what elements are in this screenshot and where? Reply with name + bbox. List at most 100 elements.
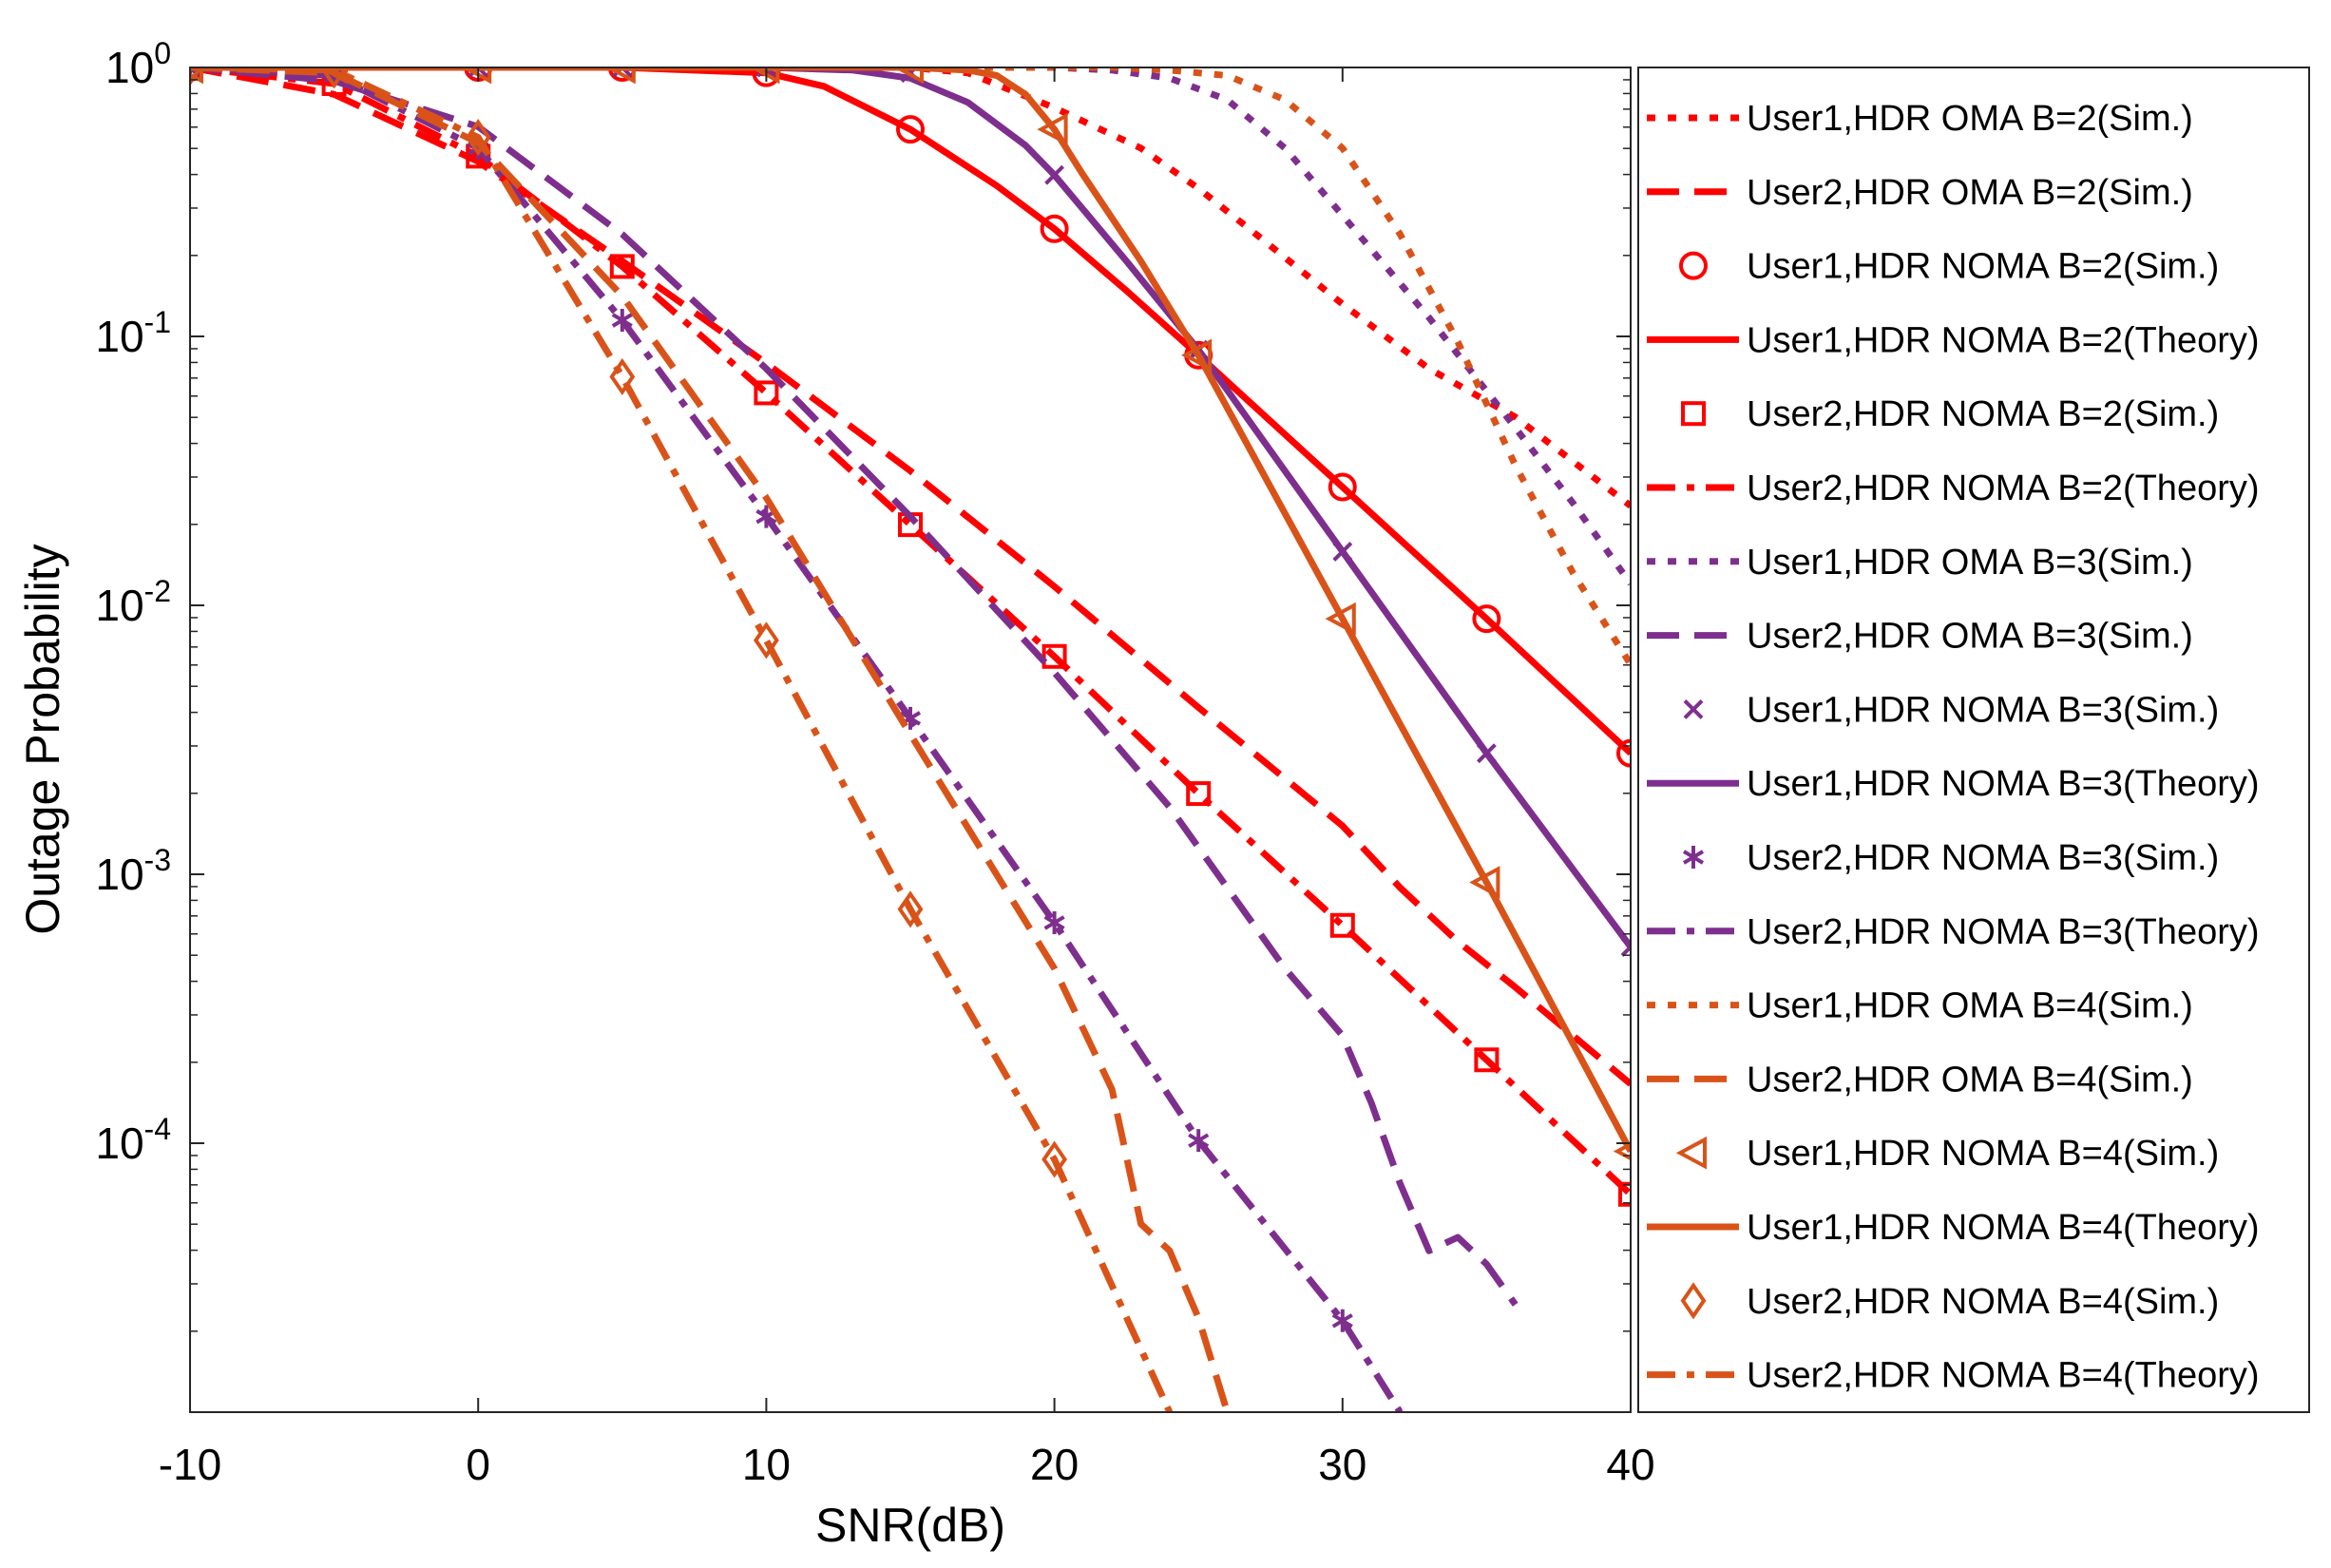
series-user1-hdr-noma-b-2-theory [190,67,1631,756]
series-marker [609,357,636,395]
series-line [190,67,1519,1307]
plot-frame [189,67,1632,1413]
legend-label: User2,HDR NOMA B=2(Sim.) [1747,394,2219,434]
legend-entry-user1-hdr-noma-b-4-sim: User1,HDR NOMA B=4(Sim.) [1675,1134,2219,1174]
series-user1-hdr-oma-b-4-sim [190,67,1631,667]
series-line [190,67,1631,1087]
series-marker [1616,738,1631,768]
series-user2-hdr-noma-b-3-theory [190,67,1404,1412]
series-line [190,67,1231,1412]
series-marker [892,67,924,85]
legend-entry-user1-hdr-noma-b-3-theory: User1,HDR NOMA B=3(Theory) [1647,764,2260,804]
legend-label: User2,HDR NOMA B=3(Sim.) [1747,838,2219,878]
series-user2-hdr-noma-b-4-sim [190,67,1068,1178]
legend-label: User1,HDR NOMA B=3(Theory) [1747,764,2260,804]
series-marker [316,67,348,85]
series-line [190,67,1631,1197]
legend-label: User2,HDR NOMA B=2(Theory) [1747,468,2260,508]
series-user2-hdr-oma-b-3-sim [190,67,1519,1307]
legend-label: User1,HDR NOMA B=2(Sim.) [1747,247,2219,287]
x-tick-label: -10 [159,1440,221,1489]
series-user2-hdr-oma-b-2-sim [190,67,1631,1087]
legend-entry-user2-hdr-noma-b-4-theory: User2,HDR NOMA B=4(Theory) [1647,1356,2260,1396]
series-marker [754,380,779,406]
legend-marker-sample [1682,846,1705,869]
series-marker [1331,1309,1353,1332]
legend-label: User2,HDR OMA B=3(Sim.) [1747,617,2193,657]
series-line [190,67,1631,756]
series-marker [753,621,779,660]
legend-marker-sample [1680,1282,1707,1320]
x-axis-label: SNR(dB) [815,1499,1005,1552]
series-marker [1328,472,1357,502]
x-tick-label: 20 [1030,1440,1079,1489]
x-tick-label: 10 [742,1440,791,1489]
series-user1-hdr-noma-b-4-theory [190,67,1631,1154]
y-tick-label: 100 [105,36,171,92]
legend-label: User2,HDR OMA B=4(Sim.) [1747,1060,2193,1100]
x-tick-label: 40 [1606,1440,1654,1489]
legend-entry-user1-hdr-oma-b-3-sim: User1,HDR OMA B=3(Sim.) [1647,543,2193,583]
legend-label: User2,HDR OMA B=2(Sim.) [1747,173,2193,213]
axis-ticks: -10 0 10 20 30 40 100 10-1 10-2 10-3 10-4 [95,36,1654,1489]
series-marker [1474,1047,1500,1073]
legend-label: User1,HDR NOMA B=4(Sim.) [1747,1134,2219,1174]
legend-entry-user2-hdr-noma-b-3-theory: User2,HDR NOMA B=3(Theory) [1647,912,2260,952]
series-marker [1618,1181,1631,1207]
y-tick-label: 10-1 [95,305,171,361]
legend-entry-user2-hdr-oma-b-2-sim: User2,HDR OMA B=2(Sim.) [1647,173,2193,213]
series-marker [604,67,636,85]
legend-entry-user2-hdr-noma-b-2-sim: User2,HDR NOMA B=2(Sim.) [1681,394,2219,434]
legend-entry-user2-hdr-noma-b-3-sim: User2,HDR NOMA B=3(Sim.) [1682,838,2219,878]
series-layer [190,67,1631,1412]
series-marker [1472,604,1501,634]
x-tick-label: 30 [1318,1440,1366,1489]
y-tick-label: 10-4 [95,1112,171,1168]
series-user2-hdr-noma-b-2-theory [190,67,1631,1197]
series-marker [609,254,635,279]
series-marker [1041,1140,1068,1178]
y-tick-label: 10-3 [95,843,171,899]
y-tick-label: 10-2 [95,574,171,630]
legend-entry-user1-hdr-noma-b-2-sim: User1,HDR NOMA B=2(Sim.) [1679,247,2219,287]
legend: User1,HDR OMA B=2(Sim.) User2,HDR OMA B=2… [1647,99,2260,1396]
legend-label: User1,HDR NOMA B=3(Sim.) [1747,690,2219,730]
legend-label: User1,HDR NOMA B=4(Theory) [1747,1208,2260,1248]
series-line [190,67,1631,1154]
legend-entry-user1-hdr-noma-b-3-sim: User1,HDR NOMA B=3(Sim.) [1683,690,2219,730]
x-tick-label: 0 [466,1440,490,1489]
series-user2-hdr-oma-b-4-sim [190,67,1231,1412]
legend-label: User1,HDR OMA B=3(Sim.) [1747,543,2193,583]
legend-entry-user2-hdr-noma-b-4-sim: User2,HDR NOMA B=4(Sim.) [1680,1282,2219,1322]
legend-entry-user2-hdr-oma-b-4-sim: User2,HDR OMA B=4(Sim.) [1647,1060,2193,1100]
series-line [190,67,1174,1412]
legend-entry-user1-hdr-noma-b-4-theory: User1,HDR NOMA B=4(Theory) [1647,1208,2260,1248]
legend-marker-sample [1675,1136,1707,1170]
legend-entry-user2-hdr-noma-b-2-theory: User2,HDR NOMA B=2(Theory) [1647,468,2260,508]
series-line [190,67,1404,1412]
series-marker [1040,214,1069,243]
series-marker [1186,781,1212,807]
series-marker [897,890,924,928]
legend-label: User2,HDR NOMA B=4(Sim.) [1747,1282,2219,1322]
legend-box [1637,67,2310,1413]
series-user2-hdr-noma-b-4-theory [190,67,1174,1412]
series-line [190,67,1631,667]
legend-label: User2,HDR NOMA B=4(Theory) [1747,1356,2260,1396]
series-marker [321,67,348,89]
series-marker [607,67,637,82]
legend-marker-sample [1683,698,1704,719]
legend-entry-user2-hdr-oma-b-3-sim: User2,HDR OMA B=3(Sim.) [1647,617,2193,657]
series-marker [1037,112,1068,146]
legend-entry-user1-hdr-oma-b-2-sim: User1,HDR OMA B=2(Sim.) [1647,99,2193,139]
series-marker [896,115,925,144]
legend-marker-sample [1681,401,1706,427]
legend-label: User2,HDR NOMA B=3(Theory) [1747,912,2260,952]
legend-entry-user1-hdr-noma-b-2-theory: User1,HDR NOMA B=2(Theory) [1647,320,2260,360]
series-marker [1329,912,1355,938]
legend-marker-sample [1679,251,1708,280]
legend-label: User1,HDR NOMA B=2(Theory) [1747,320,2260,360]
y-axis-label: Outage Probability [16,544,69,934]
legend-label: User1,HDR OMA B=2(Sim.) [1747,99,2193,139]
